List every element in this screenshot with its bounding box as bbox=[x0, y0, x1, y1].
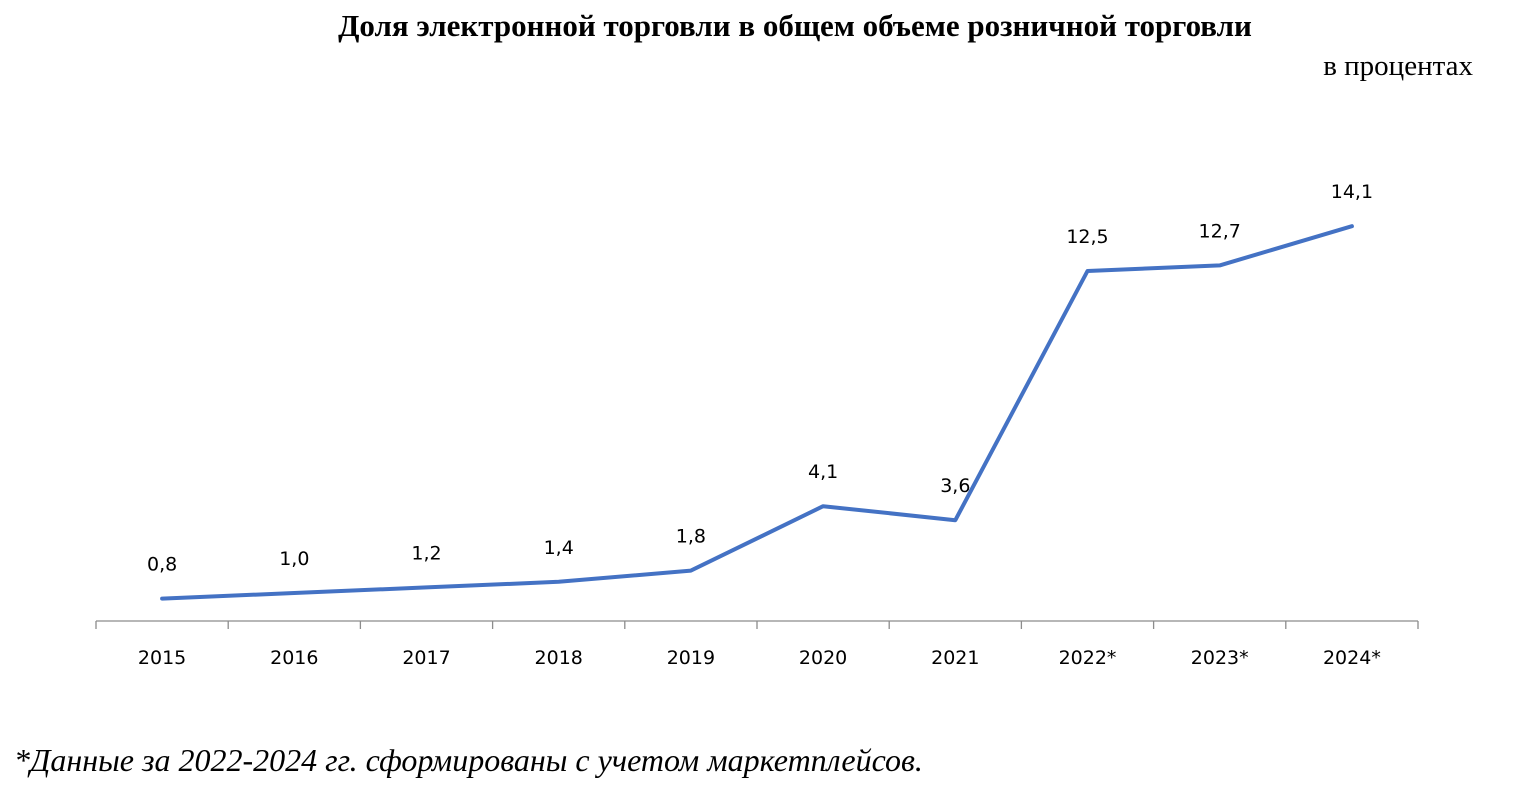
x-axis: 2015 2016 2017 2018 2019 2020 2021 2022* 2023* 20… bbox=[95, 620, 1419, 669]
data-label: 12,7 bbox=[1199, 220, 1241, 242]
data-label: 1,2 bbox=[411, 542, 441, 564]
x-tick-label: 2023* bbox=[1191, 647, 1249, 669]
data-labels: 0,8 1,0 1,2 1,4 1,8 4,1 3,6 12,5 12,7 14,1 bbox=[147, 181, 1373, 575]
x-tick-label: 2022* bbox=[1059, 647, 1117, 669]
series bbox=[160, 224, 1354, 601]
data-label: 12,5 bbox=[1066, 226, 1108, 248]
x-tick-label: 2017 bbox=[402, 647, 450, 669]
x-tick-label: 2016 bbox=[270, 647, 318, 669]
data-label: 1,0 bbox=[279, 548, 309, 570]
data-label: 3,6 bbox=[940, 475, 970, 497]
footnote: *Данные за 2022-2024 гг. сформированы с … bbox=[14, 742, 923, 778]
chart-title: Доля электронной торговли в общем объеме… bbox=[338, 8, 1252, 43]
data-label: 1,4 bbox=[544, 537, 574, 559]
x-tick-label: 2019 bbox=[667, 647, 715, 669]
data-label: 1,8 bbox=[676, 526, 706, 548]
x-tick-label: 2018 bbox=[535, 647, 583, 669]
data-label: 4,1 bbox=[808, 461, 838, 483]
x-tick-label: 2015 bbox=[138, 647, 186, 669]
x-tick-label: 2020 bbox=[799, 647, 847, 669]
x-tick-label: 2021 bbox=[931, 647, 979, 669]
data-label: 0,8 bbox=[147, 554, 177, 576]
series-line bbox=[160, 224, 1354, 601]
x-tick-label: 2024* bbox=[1323, 647, 1381, 669]
unit-label: в процентах bbox=[1323, 50, 1473, 82]
data-label: 14,1 bbox=[1331, 181, 1373, 203]
